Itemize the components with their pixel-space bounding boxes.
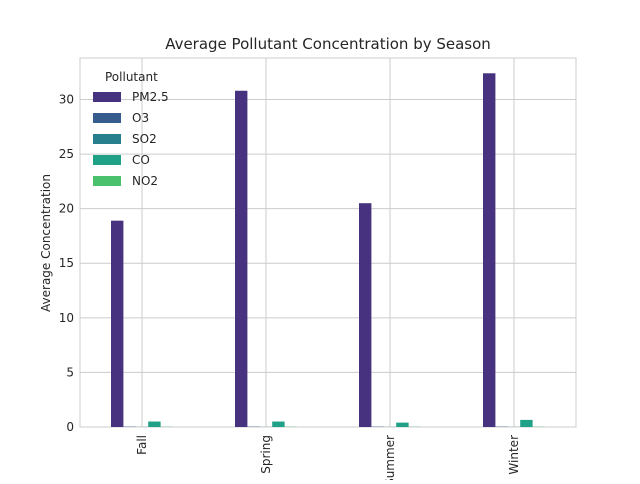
- bar-pm25: [483, 73, 495, 427]
- legend-label: CO: [132, 153, 150, 167]
- chart-title: Average Pollutant Concentration by Seaso…: [165, 35, 491, 53]
- y-tick-label: 30: [59, 92, 74, 106]
- y-tick-label: 20: [59, 202, 74, 216]
- x-tick-label: Fall: [135, 435, 149, 455]
- legend-swatch: [93, 155, 121, 165]
- bar-co: [148, 422, 160, 427]
- bar-co: [272, 422, 284, 427]
- bar-pm25: [111, 221, 123, 427]
- legend-title: Pollutant: [105, 70, 158, 84]
- legend-swatch: [93, 92, 121, 102]
- y-tick-label: 0: [66, 420, 74, 434]
- y-tick-label: 10: [59, 311, 74, 325]
- bar-pm25: [235, 91, 247, 427]
- y-axis-label: Average Concentration: [39, 174, 53, 312]
- y-tick-label: 25: [59, 147, 74, 161]
- x-tick-label: Summer: [383, 435, 397, 480]
- legend-swatch: [93, 176, 121, 186]
- bar-co: [520, 420, 532, 427]
- x-tick-label: Winter: [507, 435, 521, 475]
- y-tick-label: 5: [66, 365, 74, 379]
- legend-label: O3: [132, 111, 149, 125]
- legend-swatch: [93, 134, 121, 144]
- legend-label: SO2: [132, 132, 157, 146]
- bar-co: [396, 423, 408, 427]
- bar-pm25: [359, 203, 371, 427]
- x-tick-label: Spring: [259, 435, 273, 474]
- legend-label: PM2.5: [132, 90, 169, 104]
- y-tick-label: 15: [59, 256, 74, 270]
- legend-label: NO2: [132, 174, 158, 188]
- legend-swatch: [93, 113, 121, 123]
- plot-area: [80, 58, 576, 427]
